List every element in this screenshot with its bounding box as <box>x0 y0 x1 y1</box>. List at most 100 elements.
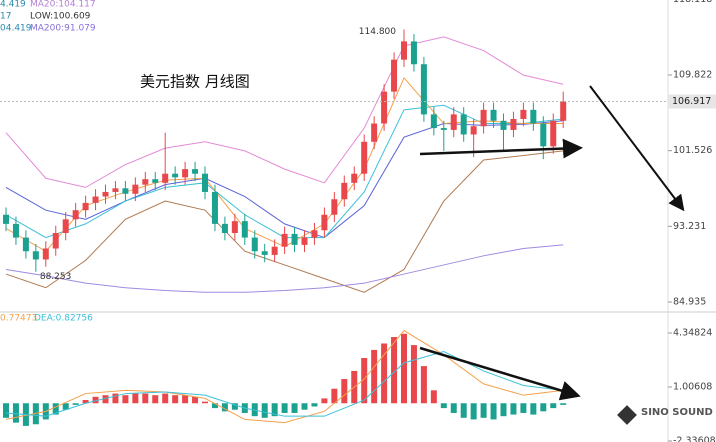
candle-body <box>221 223 228 234</box>
price-label: 106.917 <box>672 96 711 107</box>
candle-body <box>500 120 507 130</box>
candle-body <box>72 210 79 220</box>
candle-body <box>162 173 169 183</box>
y-tick-label: 101.526 <box>673 145 712 156</box>
candle-body <box>430 114 437 129</box>
candle-body <box>341 182 348 200</box>
macd-bar <box>530 403 537 415</box>
macd-bar <box>311 403 318 407</box>
indicator-line <box>5 329 564 424</box>
candle-body <box>261 251 268 255</box>
candle-body <box>510 118 517 130</box>
macd-bar <box>510 403 517 415</box>
high-annotation: 114.800 <box>359 27 396 37</box>
macd-bar <box>162 393 169 404</box>
macd-bar <box>291 403 298 413</box>
macd-bar <box>420 366 427 404</box>
candle-body <box>92 196 99 203</box>
macd-bar <box>172 395 179 404</box>
candle-body <box>142 179 149 185</box>
macd-bar <box>371 349 378 404</box>
arrow <box>419 346 581 401</box>
candle-body <box>251 237 258 252</box>
candle-body <box>42 248 49 260</box>
candle-body <box>231 221 238 234</box>
macd-bar <box>281 403 288 413</box>
candle-body <box>440 128 447 130</box>
candle-body <box>391 59 398 92</box>
chart-title: 美元指数 月线图 <box>140 73 250 91</box>
candle-body <box>52 233 59 249</box>
indicator-line <box>5 120 564 239</box>
candle-body <box>241 221 248 238</box>
candle-body <box>450 114 457 130</box>
macd-bar <box>490 403 497 420</box>
macd-bar <box>62 403 69 410</box>
candle-body <box>540 123 547 147</box>
candle-body <box>182 169 189 178</box>
arrow <box>589 85 685 212</box>
candle-body <box>460 114 467 135</box>
indicator-line <box>5 244 564 293</box>
indicator-line <box>5 150 564 293</box>
candle-body <box>152 179 159 183</box>
arrow <box>419 138 583 159</box>
candle-body <box>361 141 368 174</box>
indicator-line <box>5 36 564 188</box>
low-annotation: 88.253 <box>40 272 72 282</box>
y-tick-label: 1.00608 <box>673 382 712 393</box>
macd-bar <box>540 403 547 412</box>
watermark: SINO SOUND <box>641 407 713 418</box>
macd-bar <box>331 388 338 404</box>
candle-body <box>371 123 378 142</box>
legend-text: 0.77473 <box>0 314 37 324</box>
price-box <box>668 94 716 109</box>
macd-bar <box>381 343 388 404</box>
y-tick-label: 109.822 <box>673 69 712 80</box>
candle-body <box>560 101 567 121</box>
macd-bar <box>410 345 417 404</box>
macd-bar <box>401 333 407 404</box>
legend-text: LOW:100.609 <box>30 12 91 22</box>
legend-text: MA200:91.079 <box>30 24 96 34</box>
macd-bar <box>142 393 149 404</box>
macd-bar <box>361 358 368 404</box>
indicator-line <box>5 351 564 417</box>
candle-body <box>271 246 278 255</box>
candle-body <box>520 109 527 119</box>
macd-bar <box>450 403 457 413</box>
candle-body <box>102 191 109 197</box>
candle-body <box>401 41 407 60</box>
candle-body <box>530 109 537 124</box>
candle-body <box>550 120 557 147</box>
macd-bar <box>82 400 89 404</box>
macd-bar <box>202 401 208 404</box>
candle-body <box>82 202 89 211</box>
candle-body <box>321 214 328 231</box>
macd-bar <box>52 403 59 415</box>
candle-body <box>112 188 119 192</box>
macd-bar <box>211 403 218 409</box>
macd-bar <box>152 395 159 404</box>
macd-bar <box>182 395 189 404</box>
macd-bar <box>12 403 19 423</box>
candle-body <box>420 64 427 115</box>
candle-body <box>132 184 139 194</box>
candle-body <box>22 237 29 252</box>
macd-bar <box>221 403 228 412</box>
candle-body <box>192 169 199 174</box>
candle-body <box>281 233 288 247</box>
macd-bar <box>391 337 398 404</box>
legend-text: 4.419 <box>0 0 26 10</box>
candle-body <box>172 173 179 178</box>
y-tick-label: 93.231 <box>673 221 706 232</box>
candle-body <box>122 188 129 194</box>
candle-body <box>211 191 218 224</box>
macd-bar <box>112 393 119 404</box>
logo <box>617 405 637 425</box>
legend-text: MA20:104.117 <box>30 0 96 10</box>
candle-body <box>202 173 208 192</box>
